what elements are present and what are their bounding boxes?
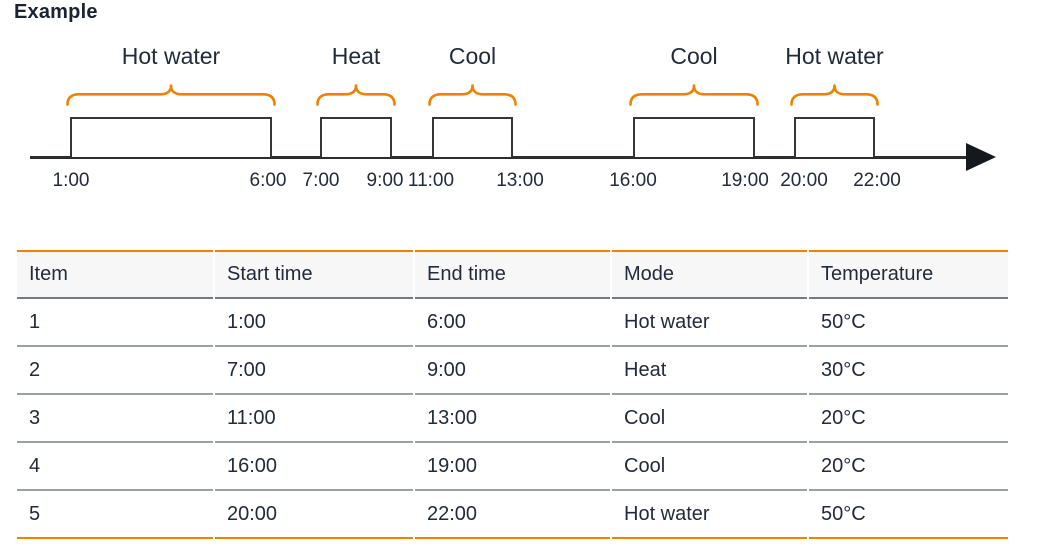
header-cell: Temperature: [809, 250, 1008, 299]
mode-label: Heat: [331, 43, 381, 69]
table-cell: 19:00: [415, 443, 610, 491]
brace-icon: [790, 84, 879, 106]
table-cell: 4: [17, 443, 213, 491]
header-cell: Item: [17, 250, 213, 299]
time-tick-label: 19:00: [721, 170, 769, 191]
time-tick-label: 1:00: [52, 170, 90, 191]
table-cell: 1: [17, 299, 213, 347]
header-cell: End time: [415, 250, 610, 299]
mode-label: Cool: [448, 43, 497, 69]
table-cell: 5: [17, 491, 213, 539]
brace-icon: [629, 84, 759, 106]
table-cell: Hot water: [612, 491, 807, 539]
table-cell: 9:00: [415, 347, 610, 395]
brace-icon: [316, 84, 396, 106]
schedule-block: [633, 117, 755, 157]
schedule-block: [70, 117, 272, 157]
time-tick-label: 13:00: [496, 170, 544, 191]
schedule-block: [794, 117, 875, 157]
table-cell: 3: [17, 395, 213, 443]
header-row: Item Start time End time Mode Temperature: [17, 250, 1008, 299]
table-cell: Cool: [612, 395, 807, 443]
header-cell: Start time: [215, 250, 413, 299]
table-cell: 13:00: [415, 395, 610, 443]
time-tick-label: 7:00: [302, 170, 340, 191]
table-cell: 11:00: [215, 395, 413, 443]
table-row: 3 11:00 13:00 Cool 20°C: [17, 395, 1008, 443]
time-tick-label: 11:00: [407, 170, 455, 191]
table-cell: 30°C: [809, 347, 1008, 395]
mode-label: Hot water: [121, 43, 221, 69]
table-cell: 50°C: [809, 299, 1008, 347]
table-cell: Cool: [612, 443, 807, 491]
schedule-block: [432, 117, 513, 157]
time-tick-label: 6:00: [249, 170, 287, 191]
mode-label: Cool: [670, 43, 718, 69]
mode-label: Hot water: [785, 43, 884, 69]
brace-icon: [66, 84, 276, 106]
header-cell: Mode: [612, 250, 807, 299]
time-tick-label: 16:00: [609, 170, 657, 191]
table-cell: 22:00: [415, 491, 610, 539]
time-tick-label: 9:00: [366, 170, 404, 191]
table-body: 1 1:00 6:00 Hot water 50°C 2 7:00 9:00 Heat 30°C 3…: [17, 299, 1008, 539]
table-cell: 2: [17, 347, 213, 395]
table-cell: 50°C: [809, 491, 1008, 539]
brace-icon: [428, 84, 517, 106]
table-cell: 16:00: [215, 443, 413, 491]
table-cell: 20:00: [215, 491, 413, 539]
timeline-diagram: Hot water Heat Cool Cool Hot water 1:00 6:00 7:…: [0, 0, 1045, 230]
table-cell: 20°C: [809, 443, 1008, 491]
table-row: 1 1:00 6:00 Hot water 50°C: [17, 299, 1008, 347]
table-cell: Hot water: [612, 299, 807, 347]
axis-arrow-icon: [966, 143, 996, 171]
table-row: 4 16:00 19:00 Cool 20°C: [17, 443, 1008, 491]
table-cell: 7:00: [215, 347, 413, 395]
schedule-block: [320, 117, 392, 157]
table-cell: 20°C: [809, 395, 1008, 443]
table-cell: 1:00: [215, 299, 413, 347]
timeline-axis: [30, 156, 972, 159]
time-tick-label: 22:00: [853, 170, 901, 191]
table-row: 5 20:00 22:00 Hot water 50°C: [17, 491, 1008, 539]
table-cell: Heat: [612, 347, 807, 395]
time-tick-label: 20:00: [780, 170, 828, 191]
table-row: 2 7:00 9:00 Heat 30°C: [17, 347, 1008, 395]
table-cell: 6:00: [415, 299, 610, 347]
page-title: Example: [14, 1, 98, 23]
